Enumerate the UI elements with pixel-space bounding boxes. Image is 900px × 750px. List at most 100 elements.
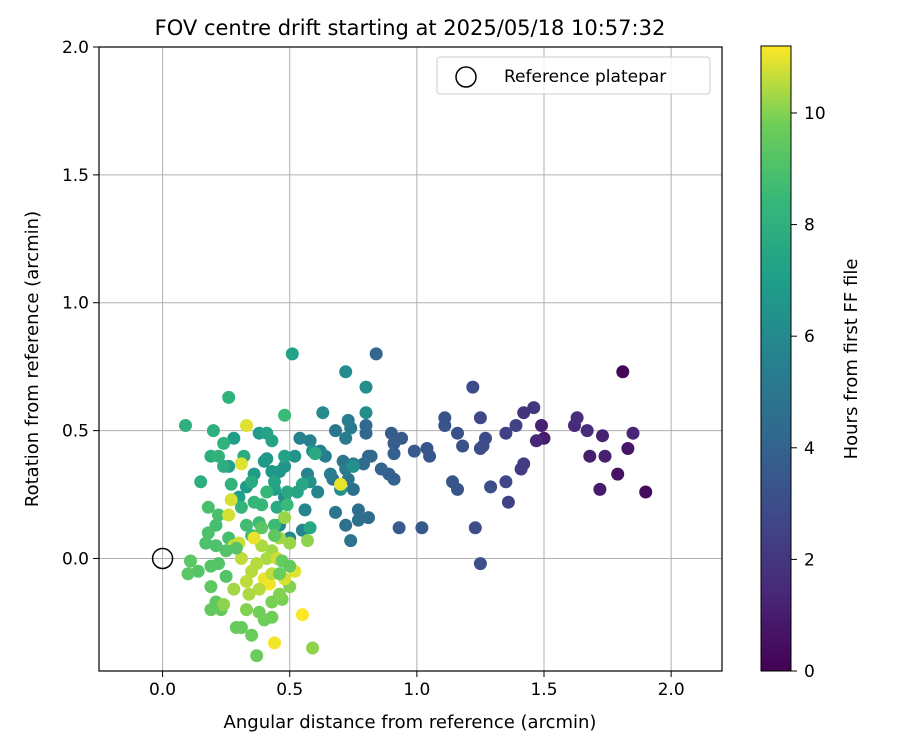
scatter-point xyxy=(260,552,274,565)
plot-frame xyxy=(98,46,723,672)
scatter-point xyxy=(222,390,236,404)
scatter-point xyxy=(334,477,348,491)
scatter-point xyxy=(255,498,269,512)
legend-label: Reference platepar xyxy=(504,67,666,87)
scatter-point xyxy=(217,459,231,473)
scatter-point xyxy=(611,467,625,481)
scatter-point xyxy=(260,485,274,499)
scatter-point xyxy=(298,503,312,517)
scatter-point xyxy=(369,347,383,361)
scatter-point xyxy=(598,449,612,463)
scatter-point xyxy=(359,419,373,432)
y-tick-label: 1.0 xyxy=(62,294,89,314)
scatter-point xyxy=(499,475,513,489)
scatter-point xyxy=(535,419,548,432)
scatter-point xyxy=(384,426,398,440)
colorbar-ticks: 0 2 4 6 8 10 xyxy=(791,104,826,682)
scatter-point xyxy=(295,608,309,622)
colorbar-tick-label: 4 xyxy=(804,439,815,459)
y-axis-label: Rotation from reference (arcmin) xyxy=(22,211,43,507)
scatter-point xyxy=(265,465,279,478)
scatter-point xyxy=(293,431,307,445)
scatter-point xyxy=(268,529,281,542)
scatter-point xyxy=(209,539,223,553)
scatter-point xyxy=(339,518,353,532)
scatter-point xyxy=(415,521,429,535)
scatter-point xyxy=(219,569,233,583)
scatter-point xyxy=(499,426,513,440)
scatter-point xyxy=(456,439,470,453)
x-axis-ticks: 0.0 0.5 1.0 1.5 2.0 xyxy=(149,671,685,700)
scatter-point xyxy=(316,406,330,420)
scatter-point xyxy=(262,577,276,591)
scatter-point xyxy=(570,411,584,425)
scatter-point xyxy=(179,419,192,432)
y-axis-ticks: 0.0 0.5 1.0 1.5 2.0 xyxy=(62,38,99,569)
scatter-point xyxy=(580,424,594,438)
scatter-point xyxy=(273,587,286,601)
scatter-point xyxy=(346,482,360,496)
scatter-point xyxy=(257,454,271,468)
scatter-point xyxy=(407,444,421,458)
scatter-point xyxy=(245,475,259,489)
scatter-point xyxy=(626,426,640,440)
scatter-point xyxy=(234,500,248,514)
colorbar-tick-label: 6 xyxy=(804,327,815,347)
scatter-point xyxy=(234,621,248,634)
scatter-point xyxy=(341,413,355,427)
scatter-point xyxy=(362,511,375,525)
x-tick-label: 1.0 xyxy=(403,680,430,700)
scatter-point xyxy=(217,436,231,450)
scatter-point xyxy=(206,424,220,438)
legend-marker xyxy=(455,66,477,88)
scatter-point xyxy=(219,544,233,558)
scatter-point xyxy=(283,536,297,550)
scatter-point xyxy=(212,508,225,522)
colorbar-gradient xyxy=(760,45,792,672)
colorbar-tick-label: 0 xyxy=(804,662,815,682)
scatter-point xyxy=(468,521,482,535)
scatter-point xyxy=(224,477,238,491)
scatter-point xyxy=(451,426,464,440)
legend: Reference platepar xyxy=(436,56,711,95)
scatter-point xyxy=(621,442,635,455)
scatter-point xyxy=(517,457,531,471)
scatter-point xyxy=(387,436,401,450)
colorbar-tick-label: 8 xyxy=(804,216,815,236)
scatter-point xyxy=(227,582,241,596)
scatter-point xyxy=(181,567,195,581)
x-tick-label: 0.0 xyxy=(149,680,176,700)
scatter-point xyxy=(473,557,487,571)
scatter-point xyxy=(596,429,609,443)
scatter-point xyxy=(184,554,197,568)
scatter-point xyxy=(268,475,281,489)
scatter-point xyxy=(250,649,264,663)
y-tick-label: 1.5 xyxy=(62,166,89,186)
scatter-point xyxy=(252,582,266,596)
scatter-point xyxy=(329,424,342,438)
scatter-point xyxy=(306,641,320,655)
reference-platepar-marker xyxy=(151,547,174,570)
scatter-point xyxy=(240,518,253,532)
y-tick-label: 0.5 xyxy=(62,422,89,442)
scatter-point xyxy=(583,449,597,463)
scatter-point xyxy=(344,534,358,548)
scatter-point xyxy=(351,513,365,527)
colorbar-label: Hours from first FF file xyxy=(841,259,862,460)
scatter-point xyxy=(473,442,487,455)
scatter-point xyxy=(285,347,299,361)
scatter-point xyxy=(303,434,317,448)
scatter-point xyxy=(280,485,294,499)
scatter-points xyxy=(179,347,653,663)
scatter-point xyxy=(268,636,281,650)
scatter-point xyxy=(217,598,231,611)
scatter-point xyxy=(245,628,259,642)
scatter-point xyxy=(240,603,253,617)
scatter-point xyxy=(194,475,208,489)
scatter-point xyxy=(311,485,325,499)
scatter-point xyxy=(270,500,284,514)
y-tick-label: 0.0 xyxy=(62,549,89,569)
scatter-point xyxy=(387,447,401,461)
scatter-point xyxy=(201,526,215,540)
x-tick-label: 1.5 xyxy=(530,680,557,700)
